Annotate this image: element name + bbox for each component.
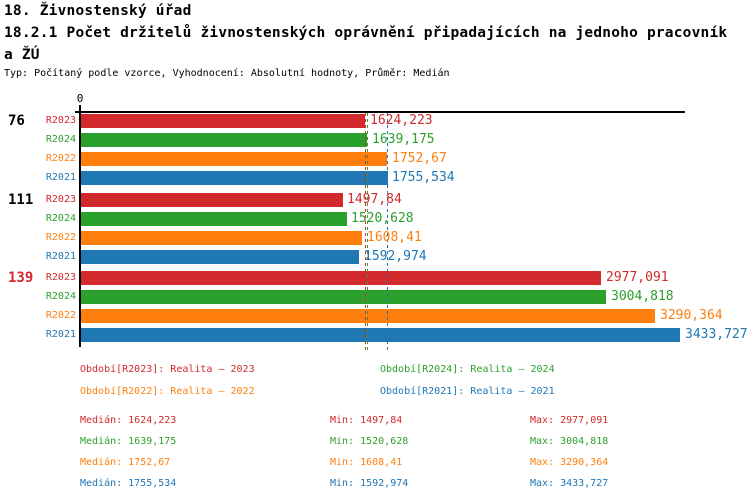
bar bbox=[81, 309, 656, 323]
series-label: R2024 bbox=[45, 291, 76, 302]
series-label: R2024 bbox=[45, 213, 76, 224]
series-label: R2023 bbox=[45, 194, 76, 205]
bar bbox=[81, 250, 360, 264]
stats-max: Max: 2977,091 bbox=[530, 415, 609, 426]
median-marker-line bbox=[367, 113, 368, 350]
stats-min: Min: 1497,84 bbox=[330, 415, 403, 426]
bar-value-label: 3290,364 bbox=[660, 308, 723, 323]
stats-min: Min: 1592,974 bbox=[330, 478, 409, 489]
axis-origin-label: 0 bbox=[76, 92, 84, 105]
bar bbox=[81, 212, 347, 226]
indicator-title-line1: 18.2.1 Počet držitelů živnostenských opr… bbox=[4, 25, 728, 41]
bar-value-label: 1755,534 bbox=[392, 170, 455, 185]
y-axis-line bbox=[79, 105, 81, 347]
series-label: R2022 bbox=[45, 232, 76, 243]
stats-max: Max: 3290,364 bbox=[530, 457, 609, 468]
bar bbox=[81, 152, 387, 166]
series-label: R2024 bbox=[45, 134, 76, 145]
series-label: R2021 bbox=[45, 172, 76, 183]
bar-value-label: 2977,091 bbox=[606, 270, 669, 285]
group-label: 76 bbox=[8, 113, 25, 129]
median-marker-line bbox=[365, 113, 366, 350]
stats-min: Min: 1520,628 bbox=[330, 436, 409, 447]
bar bbox=[81, 328, 681, 342]
bar-value-label: 1752,67 bbox=[392, 151, 447, 166]
bar bbox=[81, 133, 368, 147]
group-label: 139 bbox=[8, 270, 34, 286]
stats-median: Medián: 1752,67 bbox=[80, 457, 171, 468]
stats-median: Medián: 1624,223 bbox=[80, 415, 177, 426]
type-subtitle: Typ: Počítaný podle vzorce, Vyhodnocení:… bbox=[4, 68, 450, 79]
series-label: R2021 bbox=[45, 251, 76, 262]
group-label: 111 bbox=[8, 192, 34, 208]
stats-max: Max: 3004,818 bbox=[530, 436, 609, 447]
stats-median: Medián: 1755,534 bbox=[80, 478, 177, 489]
report-title: 18. Živnostenský úřad bbox=[4, 3, 192, 19]
bar-value-label: 1608,41 bbox=[367, 230, 422, 245]
stats-min: Min: 1608,41 bbox=[330, 457, 403, 468]
bar bbox=[81, 114, 365, 128]
legend-item: Období[R2024]: Realita – 2024 bbox=[380, 364, 555, 375]
bar-value-label: 1592,974 bbox=[364, 249, 427, 264]
bar bbox=[81, 290, 606, 304]
legend-item: Období[R2022]: Realita – 2022 bbox=[80, 386, 255, 397]
series-label: R2022 bbox=[45, 310, 76, 321]
indicator-title-line2: a ŽÚ bbox=[4, 47, 40, 63]
legend-item: Období[R2021]: Realita – 2021 bbox=[380, 386, 555, 397]
bar-value-label: 1520,628 bbox=[351, 211, 414, 226]
series-label: R2021 bbox=[45, 329, 76, 340]
bar bbox=[81, 171, 388, 185]
median-marker-line bbox=[387, 113, 388, 350]
bar bbox=[81, 231, 362, 245]
bar-value-label: 3433,727 bbox=[685, 327, 748, 342]
x-axis-line bbox=[75, 111, 685, 113]
stats-median: Medián: 1639,175 bbox=[80, 436, 177, 447]
series-label: R2023 bbox=[45, 272, 76, 283]
bar bbox=[81, 193, 343, 207]
legend-item: Období[R2023]: Realita – 2023 bbox=[80, 364, 255, 375]
stats-max: Max: 3433,727 bbox=[530, 478, 609, 489]
bar-value-label: 1624,223 bbox=[370, 113, 433, 128]
bar bbox=[81, 271, 601, 285]
bar-value-label: 1639,175 bbox=[372, 132, 435, 147]
bar-value-label: 3004,818 bbox=[611, 289, 674, 304]
series-label: R2023 bbox=[45, 115, 76, 126]
bar-value-label: 1497,84 bbox=[347, 192, 402, 207]
series-label: R2022 bbox=[45, 153, 76, 164]
